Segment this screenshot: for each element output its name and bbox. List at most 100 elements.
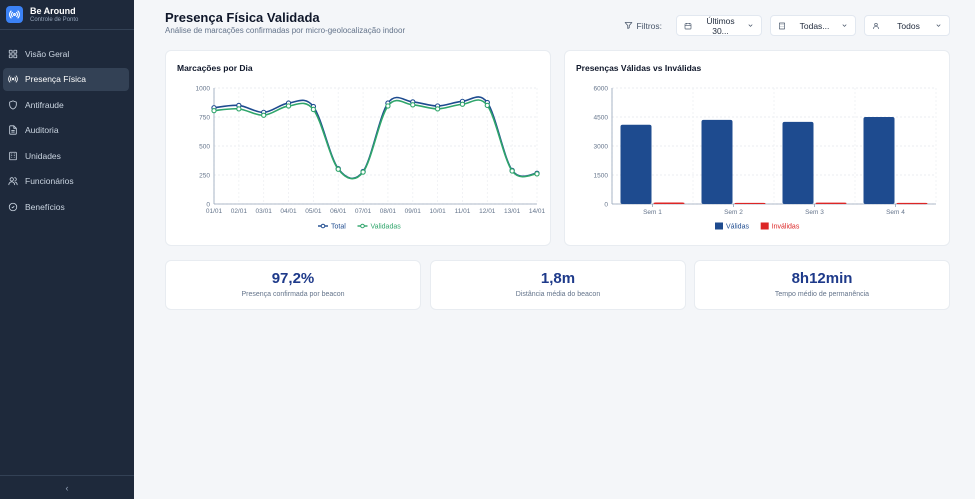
bar-invalid: [734, 202, 766, 205]
broadcast-logo-icon: [6, 6, 23, 23]
x-tick-label: 11/01: [455, 208, 471, 215]
kpi-card-beacon-presence: 97,2% Presença confirmada por beacon: [165, 260, 421, 310]
y-tick-label: 750: [199, 115, 210, 122]
period-select[interactable]: Últimos 30...: [676, 15, 762, 36]
page-subtitle: Análise de marcações confirmadas por mic…: [165, 26, 406, 35]
brand-subtitle: Controle de Ponto: [30, 16, 79, 23]
y-tick-label: 1000: [196, 86, 211, 93]
bar-invalid: [653, 202, 685, 204]
x-tick-label: 10/01: [429, 208, 446, 215]
gift-icon: [8, 202, 18, 212]
kpi-card-stay-time: 8h12min Tempo médio de permanência: [694, 260, 950, 310]
sidebar: Be Around Controle de Ponto Visão Geral …: [0, 0, 134, 499]
y-tick-label: 0: [206, 202, 210, 209]
employee-select-value: Todos: [897, 20, 920, 31]
filter-icon: [624, 22, 632, 29]
bar-valid: [701, 119, 733, 204]
x-tick-label: Sem 2: [724, 209, 743, 216]
y-tick-label: 250: [199, 173, 210, 180]
legend-label: Total: [331, 224, 346, 231]
page-title: Presença Física Validada: [165, 10, 320, 25]
brand-name: Be Around: [30, 5, 76, 16]
chevron-left-icon: ‹: [65, 482, 69, 493]
x-tick-label: 12/01: [479, 208, 496, 215]
employee-select[interactable]: Todos: [864, 15, 950, 36]
bar-valid: [863, 117, 895, 204]
sidebar-item-label: Antifraude: [25, 99, 64, 110]
legend-label: Inválidas: [772, 224, 800, 231]
kpi-label: Presença confirmada por beacon: [241, 291, 345, 298]
y-tick-label: 3000: [594, 144, 609, 151]
sidebar-item-beneficios[interactable]: Benefícios: [3, 196, 129, 219]
sidebar-item-auditoria[interactable]: Auditoria: [3, 119, 129, 142]
kpi-label: Tempo médio de permanência: [774, 291, 870, 298]
daily-marks-card: Marcações por Dia 0 250 500 750 1000 01/01 02/…: [165, 50, 551, 246]
filters-label: Filtros:: [624, 20, 663, 31]
data-point: [509, 168, 515, 174]
data-point: [310, 106, 317, 113]
bar-chart: 0 1500 3000 4500 6000 Sem 1 Sem 2 Sem 3 Sem 4 Vál…: [594, 86, 937, 231]
chevron-down-icon: [841, 22, 848, 29]
sidebar-item-label: Unidades: [25, 150, 61, 161]
data-point: [410, 102, 416, 108]
kpi-value: 8h12min: [791, 270, 853, 287]
sidebar-item-presenca-fisica[interactable]: Presença Física: [3, 67, 129, 91]
main-content: Presença Física Validada Análise de marc…: [134, 0, 975, 499]
y-tick-label: 0: [604, 202, 608, 209]
x-tick-label: 14/01: [529, 208, 546, 215]
bar-valid: [620, 124, 652, 204]
sidebar-item-label: Auditoria: [25, 125, 59, 136]
sidebar-item-funcionarios[interactable]: Funcionários: [3, 170, 129, 193]
legend-swatch: [760, 222, 769, 230]
filters-label-text: Filtros:: [636, 20, 663, 31]
legend-marker: [320, 223, 326, 229]
data-point: [236, 106, 242, 112]
data-point: [534, 171, 540, 177]
line-chart-title: Marcações por Dia: [177, 63, 253, 73]
x-tick-label: 02/01: [231, 208, 248, 215]
y-tick-label: 6000: [594, 86, 609, 93]
x-tick-label: Sem 3: [805, 209, 824, 216]
legend-label: Validadas: [371, 224, 402, 231]
x-tick-label: Sem 4: [886, 209, 905, 216]
kpi-card-beacon-distance: 1,8m Distância média do beacon: [430, 260, 686, 310]
collapse-sidebar-button[interactable]: ‹: [0, 475, 134, 499]
period-select-value: Últimos 30...: [706, 15, 735, 36]
unit-select-value: Todas...: [799, 20, 830, 31]
x-tick-label: 06/01: [330, 208, 347, 215]
line-chart: 0 250 500 750 1000 01/01 02/01 03/01 04/01 05/01 0…: [196, 86, 546, 231]
valid-invalid-card: Presenças Válidas vs Inválidas 0 1500 3000…: [564, 50, 950, 246]
x-tick-label: 09/01: [405, 208, 422, 215]
legend-label: Válidas: [726, 224, 749, 231]
x-tick-label: 01/01: [206, 208, 223, 215]
sidebar-item-label: Funcionários: [25, 176, 74, 187]
document-icon: [8, 125, 18, 135]
grid-icon: [8, 49, 18, 59]
bar-chart-title: Presenças Válidas vs Inválidas: [576, 63, 702, 73]
sidebar-item-visao-geral[interactable]: Visão Geral: [3, 42, 129, 65]
data-point: [211, 107, 217, 114]
legend-swatch: [715, 222, 723, 230]
kpi-value: 1,8m: [540, 270, 576, 287]
legend-marker: [360, 223, 365, 229]
shield-icon: [8, 100, 18, 110]
chevron-down-icon: [747, 22, 754, 29]
sidebar-item-label: Presença Física: [25, 74, 86, 85]
sidebar-item-antifraude[interactable]: Antifraude: [3, 93, 129, 116]
data-point: [335, 166, 341, 172]
kpi-value: 97,2%: [271, 270, 315, 287]
bar-invalid: [896, 202, 928, 205]
data-point: [434, 106, 441, 112]
data-point: [459, 101, 466, 107]
unit-select[interactable]: Todas...: [770, 15, 856, 36]
data-point: [385, 103, 391, 109]
sidebar-item-unidades[interactable]: Unidades: [3, 144, 129, 167]
user-icon: [872, 22, 880, 30]
calendar-icon: [684, 22, 692, 30]
bar-invalid: [815, 202, 847, 204]
sidebar-item-label: Benefícios: [25, 202, 65, 213]
bar-valid: [782, 121, 814, 204]
y-tick-label: 500: [199, 144, 210, 151]
x-tick-label: 13/01: [504, 208, 521, 215]
chevron-down-icon: [935, 22, 942, 29]
